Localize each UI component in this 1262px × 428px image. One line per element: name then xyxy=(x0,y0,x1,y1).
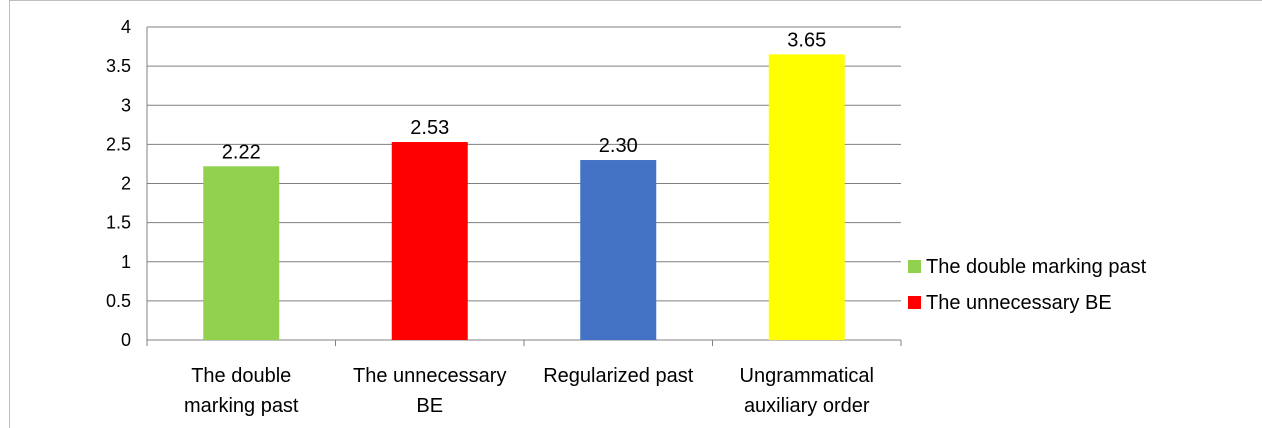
y-tick-label: 2.5 xyxy=(106,134,131,154)
y-tick-label: 3.5 xyxy=(106,56,131,76)
x-category-label: Ungrammatical auxiliary order xyxy=(740,365,874,417)
bar xyxy=(768,54,845,340)
y-tick-label: 3 xyxy=(121,95,131,115)
data-label: 2.30 xyxy=(599,135,638,157)
x-category-label-line: The double xyxy=(191,365,291,387)
data-label: 3.65 xyxy=(787,29,826,51)
y-tick-label: 0 xyxy=(121,330,131,350)
data-label: 2.53 xyxy=(410,117,449,139)
x-category-label: The double marking past xyxy=(184,365,299,417)
bar xyxy=(580,160,657,340)
y-tick-label: 2 xyxy=(121,174,131,194)
x-category-label-line: Regularized past xyxy=(543,365,694,387)
legend-swatch xyxy=(908,260,921,273)
y-tick-label: 0.5 xyxy=(106,291,131,311)
x-category-label-line: auxiliary order xyxy=(744,395,870,417)
y-tick-label: 4 xyxy=(121,17,131,37)
y-tick-label: 1 xyxy=(121,252,131,272)
x-category-label-line: BE xyxy=(416,395,443,417)
legend-swatch xyxy=(908,296,921,309)
data-label: 2.22 xyxy=(222,141,261,163)
bar xyxy=(391,142,468,340)
x-category-label-line: marking past xyxy=(184,395,299,417)
x-category-label-line: Ungrammatical xyxy=(740,365,874,387)
x-category-label: The unnecessary BE xyxy=(353,365,506,417)
bar xyxy=(203,166,280,340)
legend-label: The unnecessary BE xyxy=(926,292,1112,314)
legend-label: The double marking past xyxy=(926,256,1147,278)
chart-frame xyxy=(9,0,1262,428)
x-category-label: Regularized past xyxy=(543,365,694,387)
x-category-label-line: The unnecessary xyxy=(353,365,506,387)
y-tick-label: 1.5 xyxy=(106,213,131,233)
